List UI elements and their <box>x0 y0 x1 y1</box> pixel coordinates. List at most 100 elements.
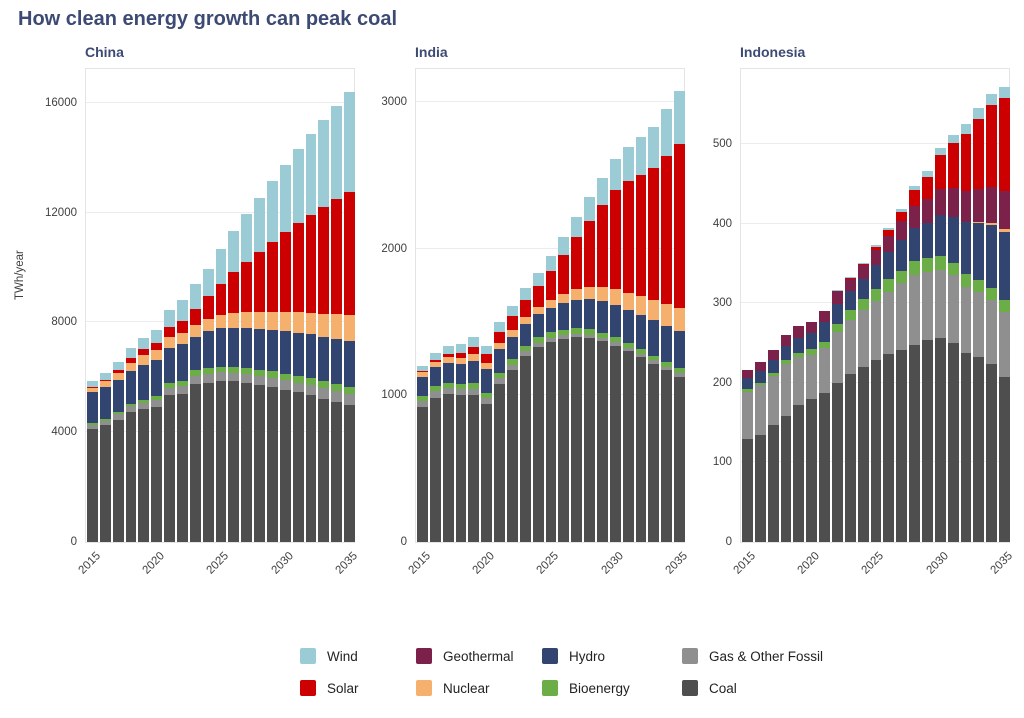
coal-segment[interactable] <box>112 419 124 542</box>
bar-china-2023[interactable] <box>189 284 201 542</box>
gas-segment[interactable] <box>793 357 805 406</box>
bioenergy-segment[interactable] <box>164 383 176 388</box>
bar-india-2028[interactable] <box>584 197 596 542</box>
hydro-segment[interactable] <box>151 360 163 397</box>
coal-segment[interactable] <box>960 353 972 542</box>
bioenergy-segment[interactable] <box>584 329 596 335</box>
hydro-segment[interactable] <box>806 332 818 350</box>
bar-china-2025[interactable] <box>215 249 227 542</box>
coal-segment[interactable] <box>494 383 506 542</box>
hydro-segment[interactable] <box>416 377 428 397</box>
hydro-segment[interactable] <box>99 387 111 419</box>
geothermal-segment[interactable] <box>870 250 882 266</box>
hydro-segment[interactable] <box>468 360 480 384</box>
hydro-segment[interactable] <box>545 308 557 333</box>
bioenergy-segment[interactable] <box>494 372 506 379</box>
solar-segment[interactable] <box>857 263 869 266</box>
solar-segment[interactable] <box>896 211 908 222</box>
bar-indonesia-2016[interactable] <box>754 362 766 542</box>
coal-segment[interactable] <box>545 341 557 542</box>
bar-china-2029[interactable] <box>266 180 278 542</box>
solar-segment[interactable] <box>960 133 972 192</box>
coal-segment[interactable] <box>468 394 480 542</box>
solar-segment[interactable] <box>519 300 531 317</box>
bioenergy-segment[interactable] <box>883 279 895 293</box>
geothermal-segment[interactable] <box>883 235 895 253</box>
gas-segment[interactable] <box>921 271 933 340</box>
hydro-segment[interactable] <box>831 304 843 325</box>
gas-segment[interactable] <box>494 378 506 384</box>
wind-segment[interactable] <box>138 337 150 349</box>
hydro-segment[interactable] <box>754 370 766 383</box>
gas-segment[interactable] <box>305 384 317 396</box>
gas-segment[interactable] <box>228 372 240 382</box>
solar-segment[interactable] <box>416 370 428 372</box>
bioenergy-segment[interactable] <box>571 328 583 334</box>
bioenergy-segment[interactable] <box>780 359 792 364</box>
gas-segment[interactable] <box>266 377 278 387</box>
legend-item-hydro[interactable]: Hydro <box>542 645 682 667</box>
hydro-segment[interactable] <box>112 380 124 413</box>
hydro-segment[interactable] <box>999 231 1011 301</box>
coal-segment[interactable] <box>635 357 647 542</box>
hydro-segment[interactable] <box>164 347 176 384</box>
wind-segment[interactable] <box>164 309 176 328</box>
bioenergy-segment[interactable] <box>558 329 570 336</box>
bar-indonesia-2032[interactable] <box>960 124 972 542</box>
nuclear-segment[interactable] <box>344 314 356 341</box>
solar-segment[interactable] <box>442 353 454 358</box>
coal-segment[interactable] <box>648 363 660 542</box>
bioenergy-segment[interactable] <box>331 384 343 392</box>
hydro-segment[interactable] <box>909 227 921 262</box>
geothermal-segment[interactable] <box>857 265 869 279</box>
bioenergy-segment[interactable] <box>99 418 111 421</box>
bioenergy-segment[interactable] <box>455 384 467 390</box>
wind-segment[interactable] <box>674 90 686 145</box>
gas-segment[interactable] <box>960 286 972 354</box>
gas-segment[interactable] <box>344 393 356 405</box>
bioenergy-segment[interactable] <box>754 382 766 386</box>
coal-segment[interactable] <box>934 338 946 542</box>
geothermal-segment[interactable] <box>844 278 856 292</box>
hydro-segment[interactable] <box>189 336 201 371</box>
geothermal-segment[interactable] <box>909 206 921 228</box>
gas-segment[interactable] <box>909 274 921 345</box>
bar-china-2022[interactable] <box>176 299 188 542</box>
bar-india-2022[interactable] <box>506 305 518 542</box>
solar-segment[interactable] <box>986 105 998 188</box>
bar-india-2016[interactable] <box>429 353 441 542</box>
gas-segment[interactable] <box>532 342 544 348</box>
coal-segment[interactable] <box>609 345 621 542</box>
hydro-segment[interactable] <box>960 222 972 274</box>
nuclear-segment[interactable] <box>519 316 531 324</box>
hydro-segment[interactable] <box>571 299 583 329</box>
hydro-segment[interactable] <box>857 278 869 300</box>
gas-segment[interactable] <box>292 382 304 393</box>
bioenergy-segment[interactable] <box>960 273 972 287</box>
bioenergy-segment[interactable] <box>819 341 831 348</box>
nuclear-segment[interactable] <box>442 357 454 363</box>
wind-segment[interactable] <box>609 158 621 190</box>
bar-china-2032[interactable] <box>305 134 317 542</box>
bar-china-2027[interactable] <box>241 214 253 542</box>
gas-segment[interactable] <box>767 375 779 426</box>
legend-item-bioenergy[interactable]: Bioenergy <box>542 677 682 699</box>
wind-segment[interactable] <box>215 249 227 284</box>
hydro-segment[interactable] <box>635 314 647 349</box>
bioenergy-segment[interactable] <box>947 262 959 276</box>
hydro-segment[interactable] <box>973 222 985 281</box>
bioenergy-segment[interactable] <box>767 372 779 376</box>
wind-segment[interactable] <box>947 134 959 144</box>
nuclear-segment[interactable] <box>416 371 428 378</box>
hydro-segment[interactable] <box>481 369 493 394</box>
gas-segment[interactable] <box>481 398 493 405</box>
bar-china-2028[interactable] <box>254 197 266 542</box>
coal-segment[interactable] <box>455 395 467 542</box>
hydro-segment[interactable] <box>741 378 753 390</box>
hydro-segment[interactable] <box>125 370 137 404</box>
nuclear-segment[interactable] <box>429 361 441 368</box>
hydro-segment[interactable] <box>844 291 856 311</box>
bioenergy-segment[interactable] <box>305 378 317 385</box>
wind-segment[interactable] <box>857 262 869 264</box>
solar-segment[interactable] <box>228 272 240 314</box>
